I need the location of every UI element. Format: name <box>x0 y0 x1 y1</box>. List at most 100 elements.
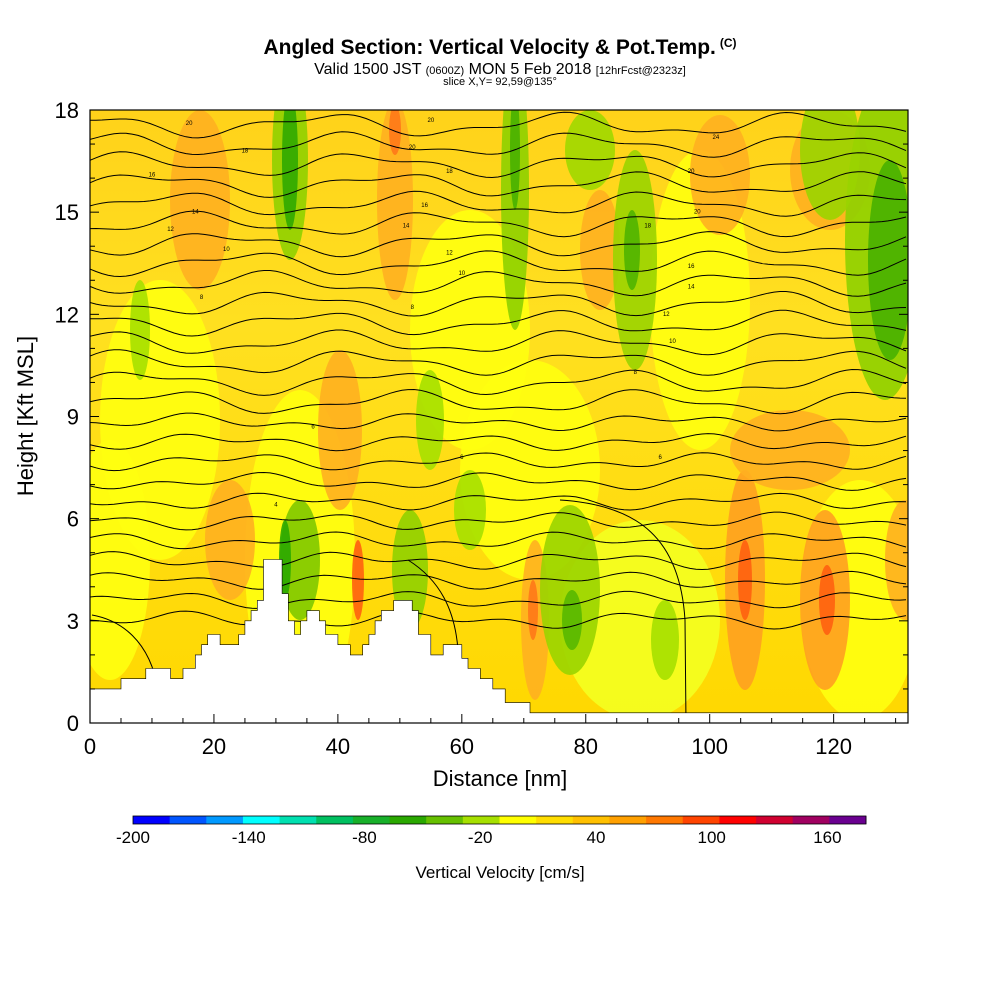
plot-area: 20 18 16 14 12 10 8 20 20 18 16 14 12 10 8 6 6 6 4 24 20 20 18… <box>90 110 908 723</box>
x-tick-label: 60 <box>450 734 474 759</box>
contour-label: 6 <box>460 455 464 461</box>
velocity-blob <box>90 440 150 680</box>
theta-contour-line <box>90 349 907 376</box>
colorbar-label: Vertical Velocity [cm/s] <box>415 863 585 882</box>
theta-contour-line <box>90 231 907 258</box>
colorbar-tick-label: -20 <box>468 828 493 847</box>
colorbar-swatch <box>682 816 720 824</box>
contour-label: 10 <box>669 339 676 345</box>
contour-label: 20 <box>409 145 416 151</box>
contour-label: 14 <box>403 223 410 229</box>
velocity-blob <box>205 480 255 600</box>
colorbar-swatch <box>133 816 171 824</box>
x-tick-label: 120 <box>815 734 852 759</box>
contour-label: 12 <box>167 227 174 233</box>
velocity-blob <box>377 110 413 300</box>
contour-label: 24 <box>713 135 720 141</box>
colorbar-tick-label: 160 <box>813 828 841 847</box>
colorbar-swatch <box>719 816 757 824</box>
velocity-blob <box>885 500 908 620</box>
contour-labels: 20 18 16 14 12 10 8 20 20 18 16 14 12 10 8 6 6 6 4 24 20 20 18… <box>149 118 720 509</box>
velocity-blob <box>560 520 720 720</box>
theta-contour-line <box>90 270 907 297</box>
theta-contour-line <box>90 433 907 452</box>
contour-label: 6 <box>658 455 662 461</box>
y-axis: 0 3 6 9 12 15 18 <box>55 98 908 736</box>
colorbar-swatch <box>792 816 830 824</box>
subtitle-valid: Valid 1500 JST <box>314 61 422 78</box>
colorbar-frame <box>132 815 867 825</box>
contour-label: 16 <box>688 264 695 270</box>
theta-contour-line <box>407 559 459 651</box>
theta-contour-line <box>90 610 907 630</box>
contour-label: 18 <box>242 148 249 154</box>
x-tick-label: 100 <box>691 734 728 759</box>
contour-label: 12 <box>663 312 670 318</box>
y-tick-label: 18 <box>55 98 79 123</box>
contour-label: 20 <box>186 121 193 127</box>
velocity-blob <box>416 370 444 470</box>
contour-label: 16 <box>421 203 428 209</box>
velocity-blob <box>800 110 860 220</box>
velocity-blob <box>624 210 640 290</box>
colorbar-swatch <box>462 816 500 824</box>
colorbar-tick-label: -80 <box>352 828 377 847</box>
colorbar-tick-label: 100 <box>697 828 725 847</box>
contour-label: 18 <box>446 169 453 175</box>
x-axis-label: Distance [nm] <box>432 766 568 791</box>
theta-contour-line <box>90 551 907 571</box>
colorbar-swatch <box>426 816 464 824</box>
theta-contour-line <box>90 171 907 198</box>
contour-label: 8 <box>200 295 204 301</box>
contour-label: 20 <box>688 169 695 175</box>
colorbar: -200 -140 -80 -20 40 100 160 <box>116 815 867 847</box>
contour-label: 10 <box>458 271 465 277</box>
contour-label: 4 <box>274 503 278 509</box>
contour-label: 8 <box>634 370 638 376</box>
theta-contour-line <box>90 210 907 238</box>
subtitle-date: MON 5 Feb 2018 <box>468 61 592 78</box>
colorbar-swatch <box>169 816 207 824</box>
colorbar-swatch <box>242 816 281 824</box>
velocity-blob <box>738 540 752 620</box>
theta-contour-line <box>90 111 907 139</box>
colorbar-swatch <box>609 816 647 824</box>
velocity-blob <box>280 500 320 620</box>
chart-title-text: Angled Section: Vertical Velocity & Pot.… <box>263 36 716 59</box>
velocity-field <box>90 110 908 723</box>
theta-contour-line <box>559 499 687 723</box>
colorbar-swatch <box>499 816 537 824</box>
y-tick-label: 12 <box>55 302 79 327</box>
y-tick-label: 3 <box>67 609 79 634</box>
subtitle-forecast: [12hrFcst@2323z] <box>595 65 686 77</box>
theta-contour-line <box>90 131 907 158</box>
theta-contour-line <box>90 291 907 317</box>
terrain <box>90 559 908 723</box>
velocity-blob <box>454 470 486 550</box>
contour-label: 16 <box>149 172 156 178</box>
colorbar-swatch <box>572 816 610 824</box>
x-tick-label: 80 <box>574 734 598 759</box>
velocity-blob <box>130 280 150 380</box>
y-tick-label: 15 <box>55 200 79 225</box>
theta-contour-line <box>90 471 907 491</box>
velocity-blob <box>730 410 850 490</box>
colorbar-tick-label: -200 <box>116 828 150 847</box>
velocity-blob <box>540 505 600 675</box>
chart-subtitle: Valid 1500 JST (0600Z) MON 5 Feb 2018 [1… <box>0 61 1000 79</box>
contour-label: 12 <box>446 251 453 257</box>
y-tick-label: 0 <box>67 711 79 736</box>
contour-label: 8 <box>411 305 415 311</box>
x-tick-label: 40 <box>326 734 350 759</box>
chart-title-mark: (C) <box>719 36 737 50</box>
colorbar-swatch <box>536 816 574 824</box>
colorbar-tick-label: 40 <box>586 828 605 847</box>
theta-contour-line <box>90 388 907 415</box>
y-tick-label: 6 <box>67 507 79 532</box>
x-axis: 0 20 40 60 80 100 120 <box>84 714 897 759</box>
theta-contour-line <box>90 590 907 609</box>
velocity-blob <box>651 600 679 680</box>
velocity-blob <box>580 190 620 310</box>
velocity-blob <box>528 580 538 640</box>
